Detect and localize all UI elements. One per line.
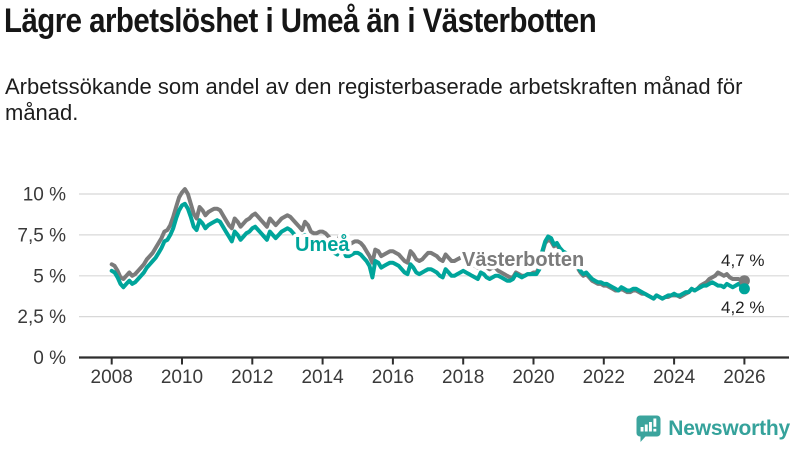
line-umeå [109, 201, 747, 301]
x-tick-label: 2020 [512, 367, 554, 388]
endpoint-dot-västerbotten [738, 275, 750, 287]
end-value-label-västerbotten: 4,7 % [721, 251, 764, 270]
logo-exclamation-stem [653, 418, 657, 427]
endpoint-dot-umeå [738, 283, 750, 295]
page-title: Lägre arbetslöshet i Umeå än i Västerbot… [4, 2, 689, 41]
x-tick-label: 2010 [161, 367, 203, 388]
logo-bar-short [640, 427, 644, 432]
page-title-text: Lägre arbetslöshet i Umeå än i Västerbot… [4, 2, 597, 40]
x-tick-label: 2026 [723, 367, 765, 388]
y-tick-label: 5 % [33, 266, 66, 287]
y-tick-label: 2,5 % [17, 307, 66, 328]
y-tick-label: 7,5 % [17, 225, 66, 246]
line-västerbotten [109, 187, 747, 301]
x-tick-label: 2018 [442, 367, 484, 388]
brand-footer: Newsworthy [636, 414, 790, 444]
logo-bar-medium [645, 424, 648, 432]
x-tick-label: 2014 [301, 367, 344, 388]
x-tick-label: 2022 [583, 367, 625, 388]
x-tick-label: 2012 [231, 367, 273, 388]
logo-bar-tall [649, 422, 653, 432]
x-tick-label: 2024 [653, 367, 696, 388]
logo-exclamation-dot [653, 428, 657, 432]
series-label-västerbotten: Västerbotten [462, 249, 584, 271]
x-tick-label: 2008 [91, 367, 133, 388]
series-label-umeå: Umeå [295, 233, 350, 256]
brand-name: Newsworthy [668, 417, 790, 440]
y-tick-label: 10 % [23, 185, 66, 206]
y-tick-label: 0 % [33, 348, 66, 369]
x-tick-label: 2016 [372, 367, 414, 388]
newsworthy-logo-icon [636, 415, 661, 442]
chart-subtitle: Arbetssökande som andel av den registerb… [5, 74, 743, 125]
end-value-label-umeå: 4,2 % [721, 298, 764, 317]
